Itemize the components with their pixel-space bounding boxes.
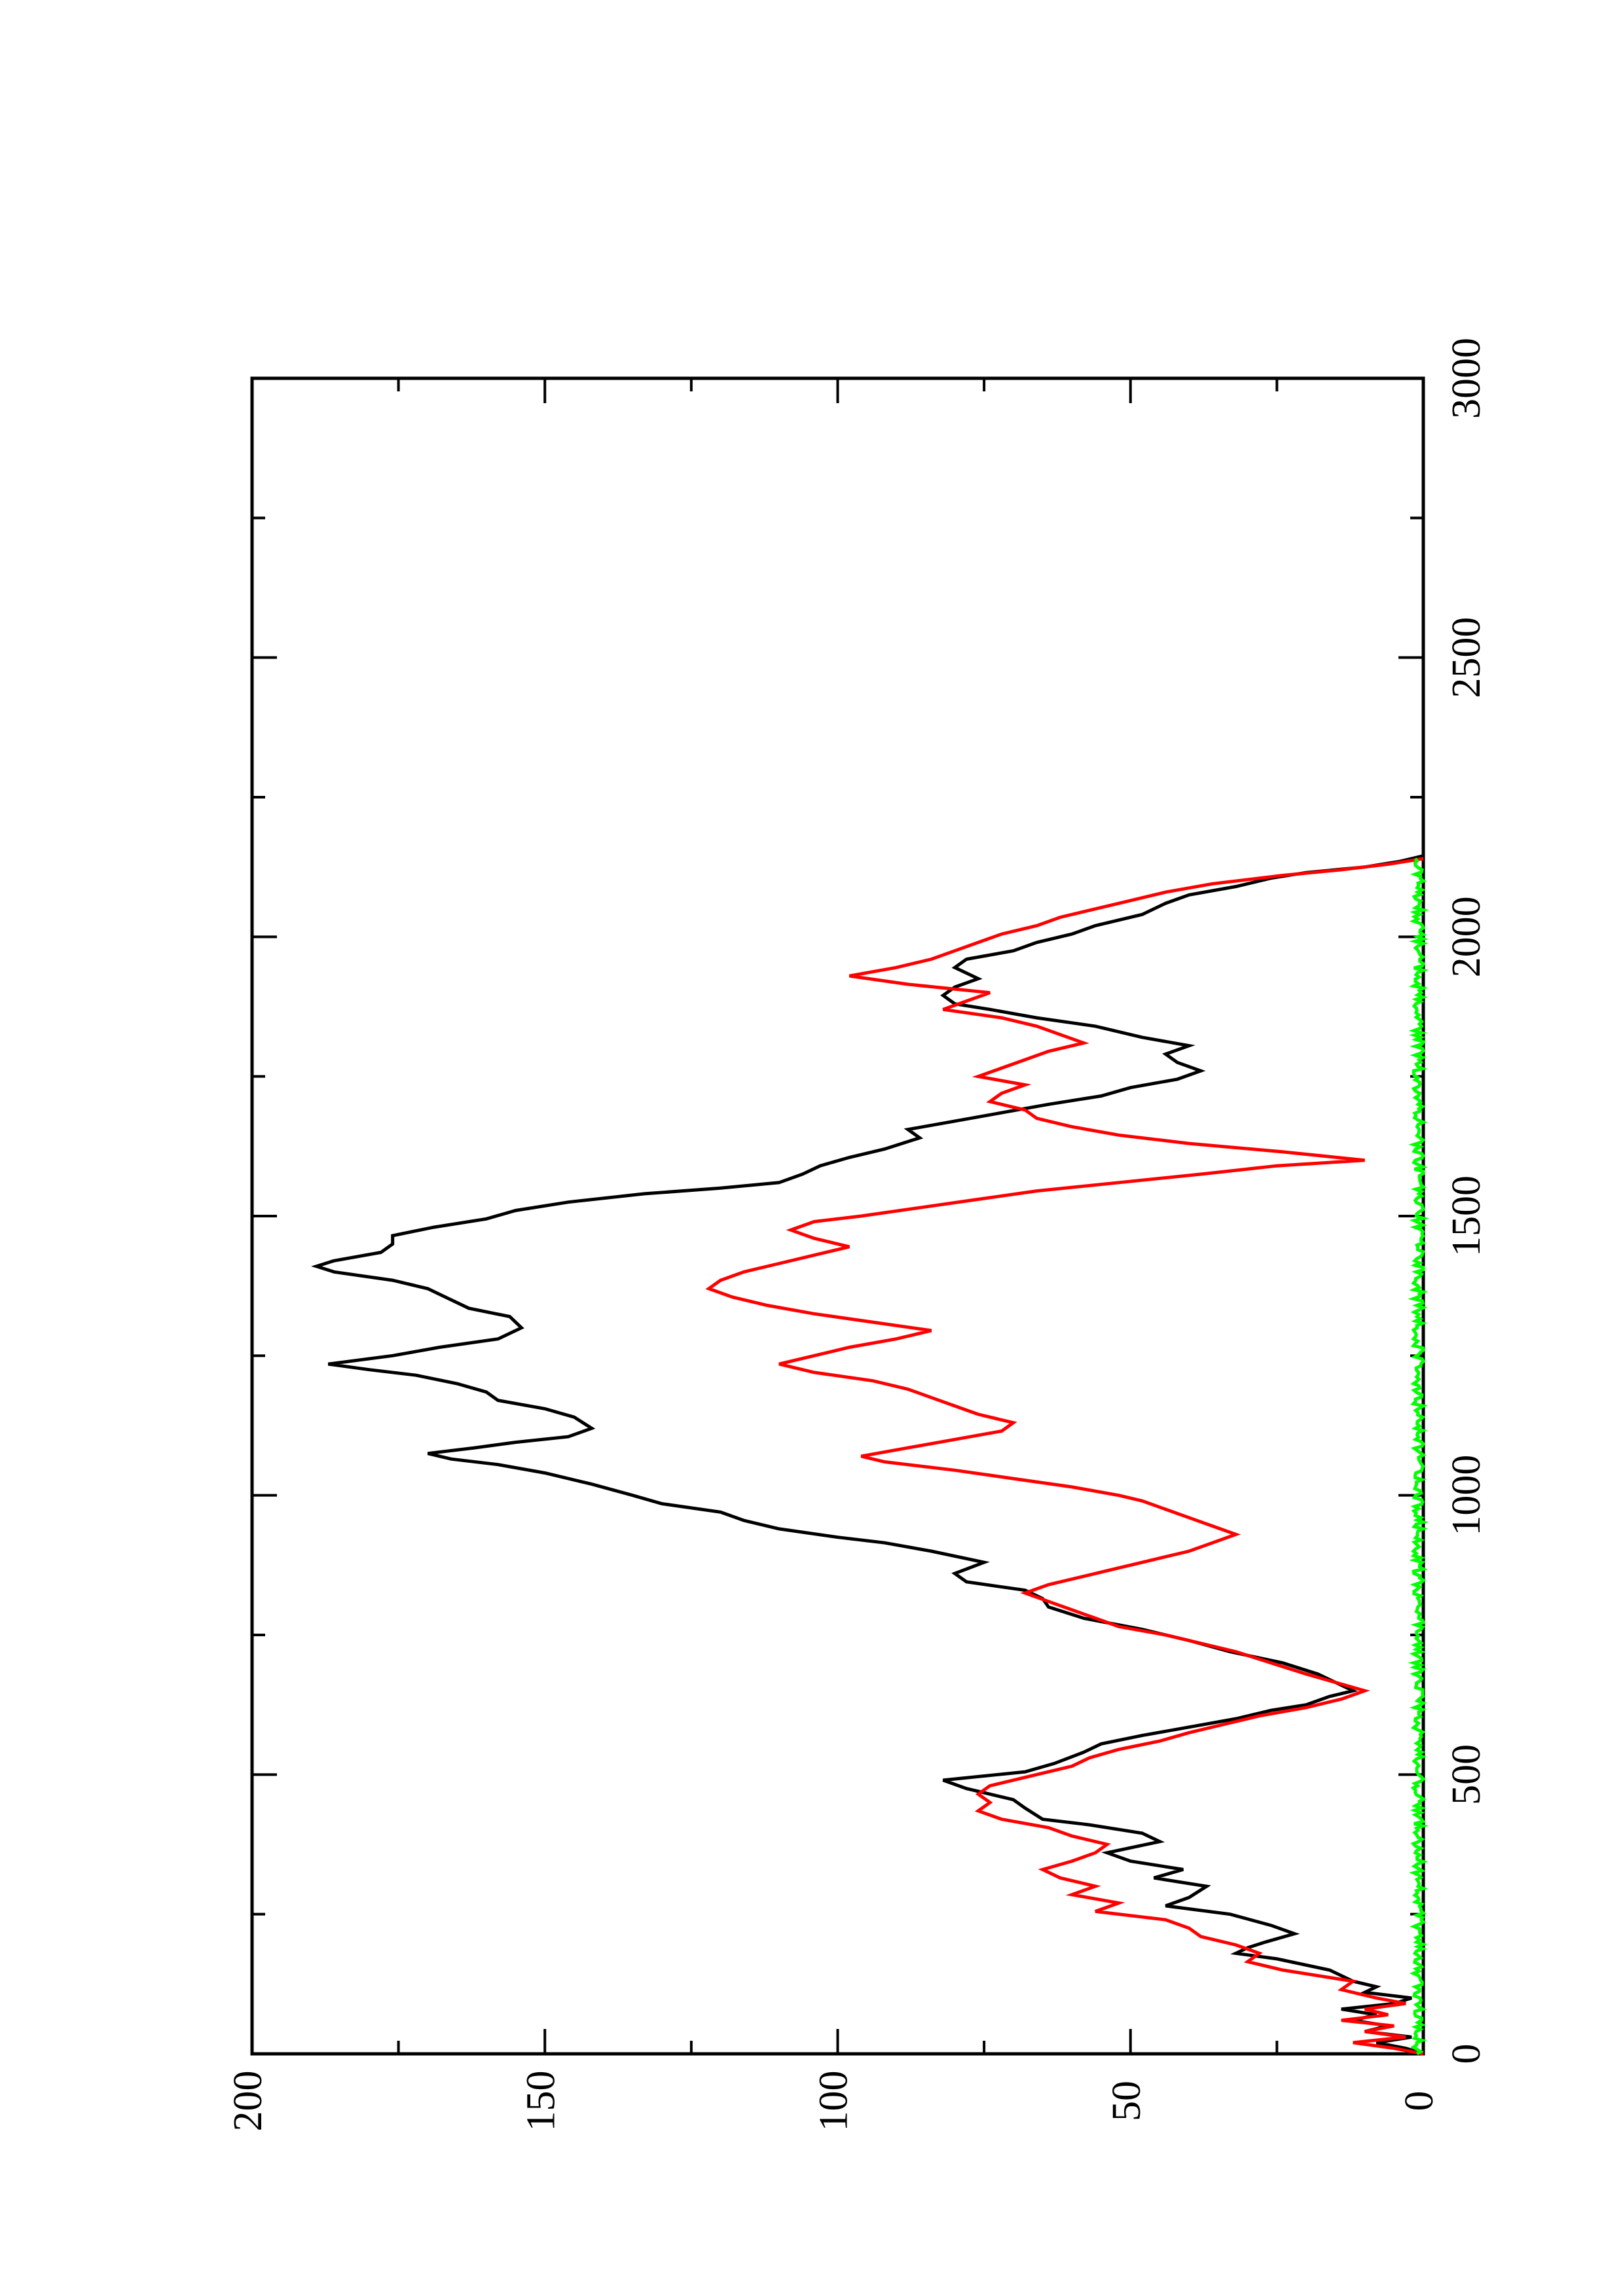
y-tick-label: 50 <box>1104 2081 1149 2121</box>
y-tick-label: 100 <box>812 2071 856 2132</box>
x-tick-label: 3000 <box>1444 338 1489 419</box>
y-tick-label: 150 <box>519 2071 563 2132</box>
x-tick-label: 0 <box>1444 2044 1489 2064</box>
minor-ticks <box>252 378 1423 2054</box>
x-tick-label: 2500 <box>1444 617 1489 698</box>
x-tick-labels: 0 500 1000 1500 2000 2500 3000 <box>1444 338 1489 2064</box>
y-tick-label: 0 <box>1397 2091 1442 2111</box>
major-ticks <box>251 377 1425 2055</box>
series-line-2 <box>705 857 1424 2056</box>
y-tick-labels: 0 50 100 150 200 <box>226 2071 1442 2132</box>
x-tick-label: 1000 <box>1444 1455 1489 1536</box>
plot-frame <box>250 376 1425 2056</box>
x-tick-label: 500 <box>1444 1744 1489 1805</box>
y-tick-label: 200 <box>226 2071 270 2132</box>
x-tick-label: 2000 <box>1444 896 1489 977</box>
series-line-1 <box>311 854 1424 2056</box>
series-layer <box>311 854 1430 2056</box>
series-line-3 <box>1408 857 1430 2056</box>
x-tick-label: 1500 <box>1444 1175 1489 1257</box>
